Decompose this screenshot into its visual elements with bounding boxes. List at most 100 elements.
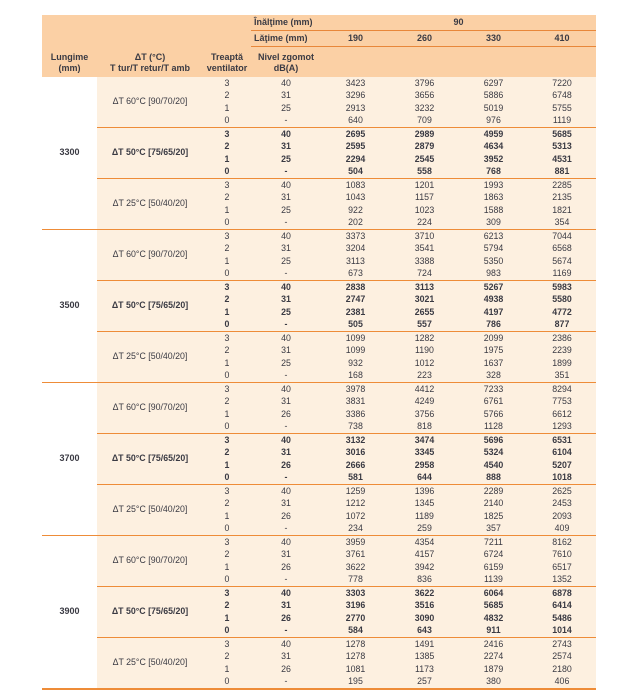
table-row: 2 31 3761 4157 6724 7610 bbox=[42, 548, 597, 561]
value-cell: 1293 bbox=[528, 420, 597, 434]
value-cell: 673 bbox=[321, 267, 390, 281]
value-cell: 558 bbox=[390, 165, 459, 179]
value-cell: 1190 bbox=[390, 344, 459, 357]
table-row: 2 31 2747 3021 4938 5580 bbox=[42, 293, 597, 306]
value-cell: 1278 bbox=[321, 650, 390, 663]
fan-speed-cell: 3 bbox=[203, 433, 251, 446]
value-cell: 7211 bbox=[459, 535, 528, 548]
value-cell: 983 bbox=[459, 267, 528, 281]
dt-label-cell: ΔT 60°C [90/70/20] bbox=[97, 382, 203, 434]
value-cell: 1072 bbox=[321, 509, 390, 522]
value-cell: 202 bbox=[321, 216, 390, 230]
value-cell: 6761 bbox=[459, 395, 528, 408]
value-cell: 3113 bbox=[390, 280, 459, 293]
value-cell: 768 bbox=[459, 165, 528, 179]
value-cell: 1396 bbox=[390, 484, 459, 497]
noise-level-cell: 40 bbox=[251, 637, 321, 650]
value-cell: 5324 bbox=[459, 446, 528, 459]
fan-speed-cell: 1 bbox=[203, 611, 251, 624]
table-row: 0-195 257 380 406 bbox=[42, 675, 597, 690]
value-cell: 1385 bbox=[390, 650, 459, 663]
noise-level-cell: 31 bbox=[251, 599, 321, 612]
value-cell: 4832 bbox=[459, 611, 528, 624]
table-row: 0-202 224 309 354 bbox=[42, 216, 597, 230]
value-cell: 7233 bbox=[459, 382, 528, 395]
fan-speed-cell: 0 bbox=[203, 267, 251, 281]
header-spacer bbox=[42, 15, 251, 31]
value-cell: 3474 bbox=[390, 433, 459, 446]
fan-speed-cell: 1 bbox=[203, 509, 251, 522]
header-spacer bbox=[321, 46, 597, 77]
table-row: ΔT 25°C [50/40/20] 3 40 1099 1282 2099 2386 bbox=[42, 331, 597, 383]
table-row: ΔT 50°C [75/65/20] 3 40 2838 3113 5267 5983 bbox=[42, 280, 597, 332]
table-row: 2 31 3016 3345 5324 6104 bbox=[42, 446, 597, 459]
noise-level-cell: 26 bbox=[251, 560, 321, 573]
value-cell: 4772 bbox=[528, 305, 597, 318]
value-cell: 1588 bbox=[459, 203, 528, 216]
noise-level-cell: - bbox=[251, 471, 321, 485]
value-cell: 1099 bbox=[321, 344, 390, 357]
value-cell: 5350 bbox=[459, 254, 528, 267]
table-row: 2 31 1212 1345 2140 2453 bbox=[42, 497, 597, 510]
value-cell: 6517 bbox=[528, 560, 597, 573]
value-cell: 836 bbox=[390, 573, 459, 587]
value-cell: 1169 bbox=[528, 267, 597, 281]
value-cell: 7753 bbox=[528, 395, 597, 408]
noise-level-cell: 25 bbox=[251, 305, 321, 318]
value-cell: 2545 bbox=[390, 152, 459, 165]
dt-label-cell: ΔT 50°C [75/65/20] bbox=[97, 280, 203, 332]
fan-speed-cell: 1 bbox=[203, 305, 251, 318]
fan-speed-cell: 2 bbox=[203, 191, 251, 204]
value-cell: 1119 bbox=[528, 114, 597, 128]
value-cell: 3952 bbox=[459, 152, 528, 165]
value-cell: 976 bbox=[459, 114, 528, 128]
noise-level-cell: 40 bbox=[251, 280, 321, 293]
value-cell: 4249 bbox=[390, 395, 459, 408]
table-row: 0-505 557 786 877 bbox=[42, 318, 597, 332]
noise-level-cell: 40 bbox=[251, 127, 321, 140]
value-cell: 1043 bbox=[321, 191, 390, 204]
value-cell: 5207 bbox=[528, 458, 597, 471]
fan-speed-cell: 3 bbox=[203, 382, 251, 395]
fan-speed-cell: 2 bbox=[203, 140, 251, 153]
value-cell: 1863 bbox=[459, 191, 528, 204]
fan-speed-cell: 3 bbox=[203, 637, 251, 650]
value-cell: 8294 bbox=[528, 382, 597, 395]
value-cell: 709 bbox=[390, 114, 459, 128]
fan-speed-cell: 2 bbox=[203, 395, 251, 408]
fan-speed-cell: 1 bbox=[203, 152, 251, 165]
value-cell: 5685 bbox=[459, 599, 528, 612]
fan-speed-cell: 3 bbox=[203, 484, 251, 497]
value-cell: 234 bbox=[321, 522, 390, 536]
width-column-header: 410 bbox=[528, 30, 597, 47]
value-cell: 1139 bbox=[459, 573, 528, 587]
fan-speed-cell: 3 bbox=[203, 586, 251, 599]
fan-speed-cell: 2 bbox=[203, 650, 251, 663]
value-cell: 3386 bbox=[321, 407, 390, 420]
value-cell: 2180 bbox=[528, 662, 597, 675]
value-cell: 5886 bbox=[459, 89, 528, 102]
value-cell: 5019 bbox=[459, 101, 528, 114]
value-cell: 2625 bbox=[528, 484, 597, 497]
table-row: 0-584 643 911 1014 bbox=[42, 624, 597, 638]
noise-level-cell: 31 bbox=[251, 650, 321, 663]
table-row: 0-234 259 357 409 bbox=[42, 522, 597, 536]
fan-speed-cell: 2 bbox=[203, 89, 251, 102]
value-cell: 5580 bbox=[528, 293, 597, 306]
value-cell: 2135 bbox=[528, 191, 597, 204]
dt-label-cell: ΔT 50°C [75/65/20] bbox=[97, 586, 203, 638]
value-cell: 406 bbox=[528, 675, 597, 690]
value-cell: 224 bbox=[390, 216, 459, 230]
value-cell: 3959 bbox=[321, 535, 390, 548]
header-row-columns: Lungime (mm) ΔT (°C) T tur/T retur/T amb… bbox=[42, 46, 597, 77]
fan-speed-cell: 1 bbox=[203, 254, 251, 267]
fan-speed-cell: 2 bbox=[203, 599, 251, 612]
fan-speed-cell: 2 bbox=[203, 293, 251, 306]
table-row: 1 26 3622 3942 6159 6517 bbox=[42, 560, 597, 573]
noise-level-cell: - bbox=[251, 624, 321, 638]
value-cell: 3423 bbox=[321, 76, 390, 89]
value-cell: 888 bbox=[459, 471, 528, 485]
dt-label-cell: ΔT 60°C [90/70/20] bbox=[97, 76, 203, 128]
header-spacer bbox=[42, 30, 251, 47]
fan-speed-cell: 2 bbox=[203, 548, 251, 561]
